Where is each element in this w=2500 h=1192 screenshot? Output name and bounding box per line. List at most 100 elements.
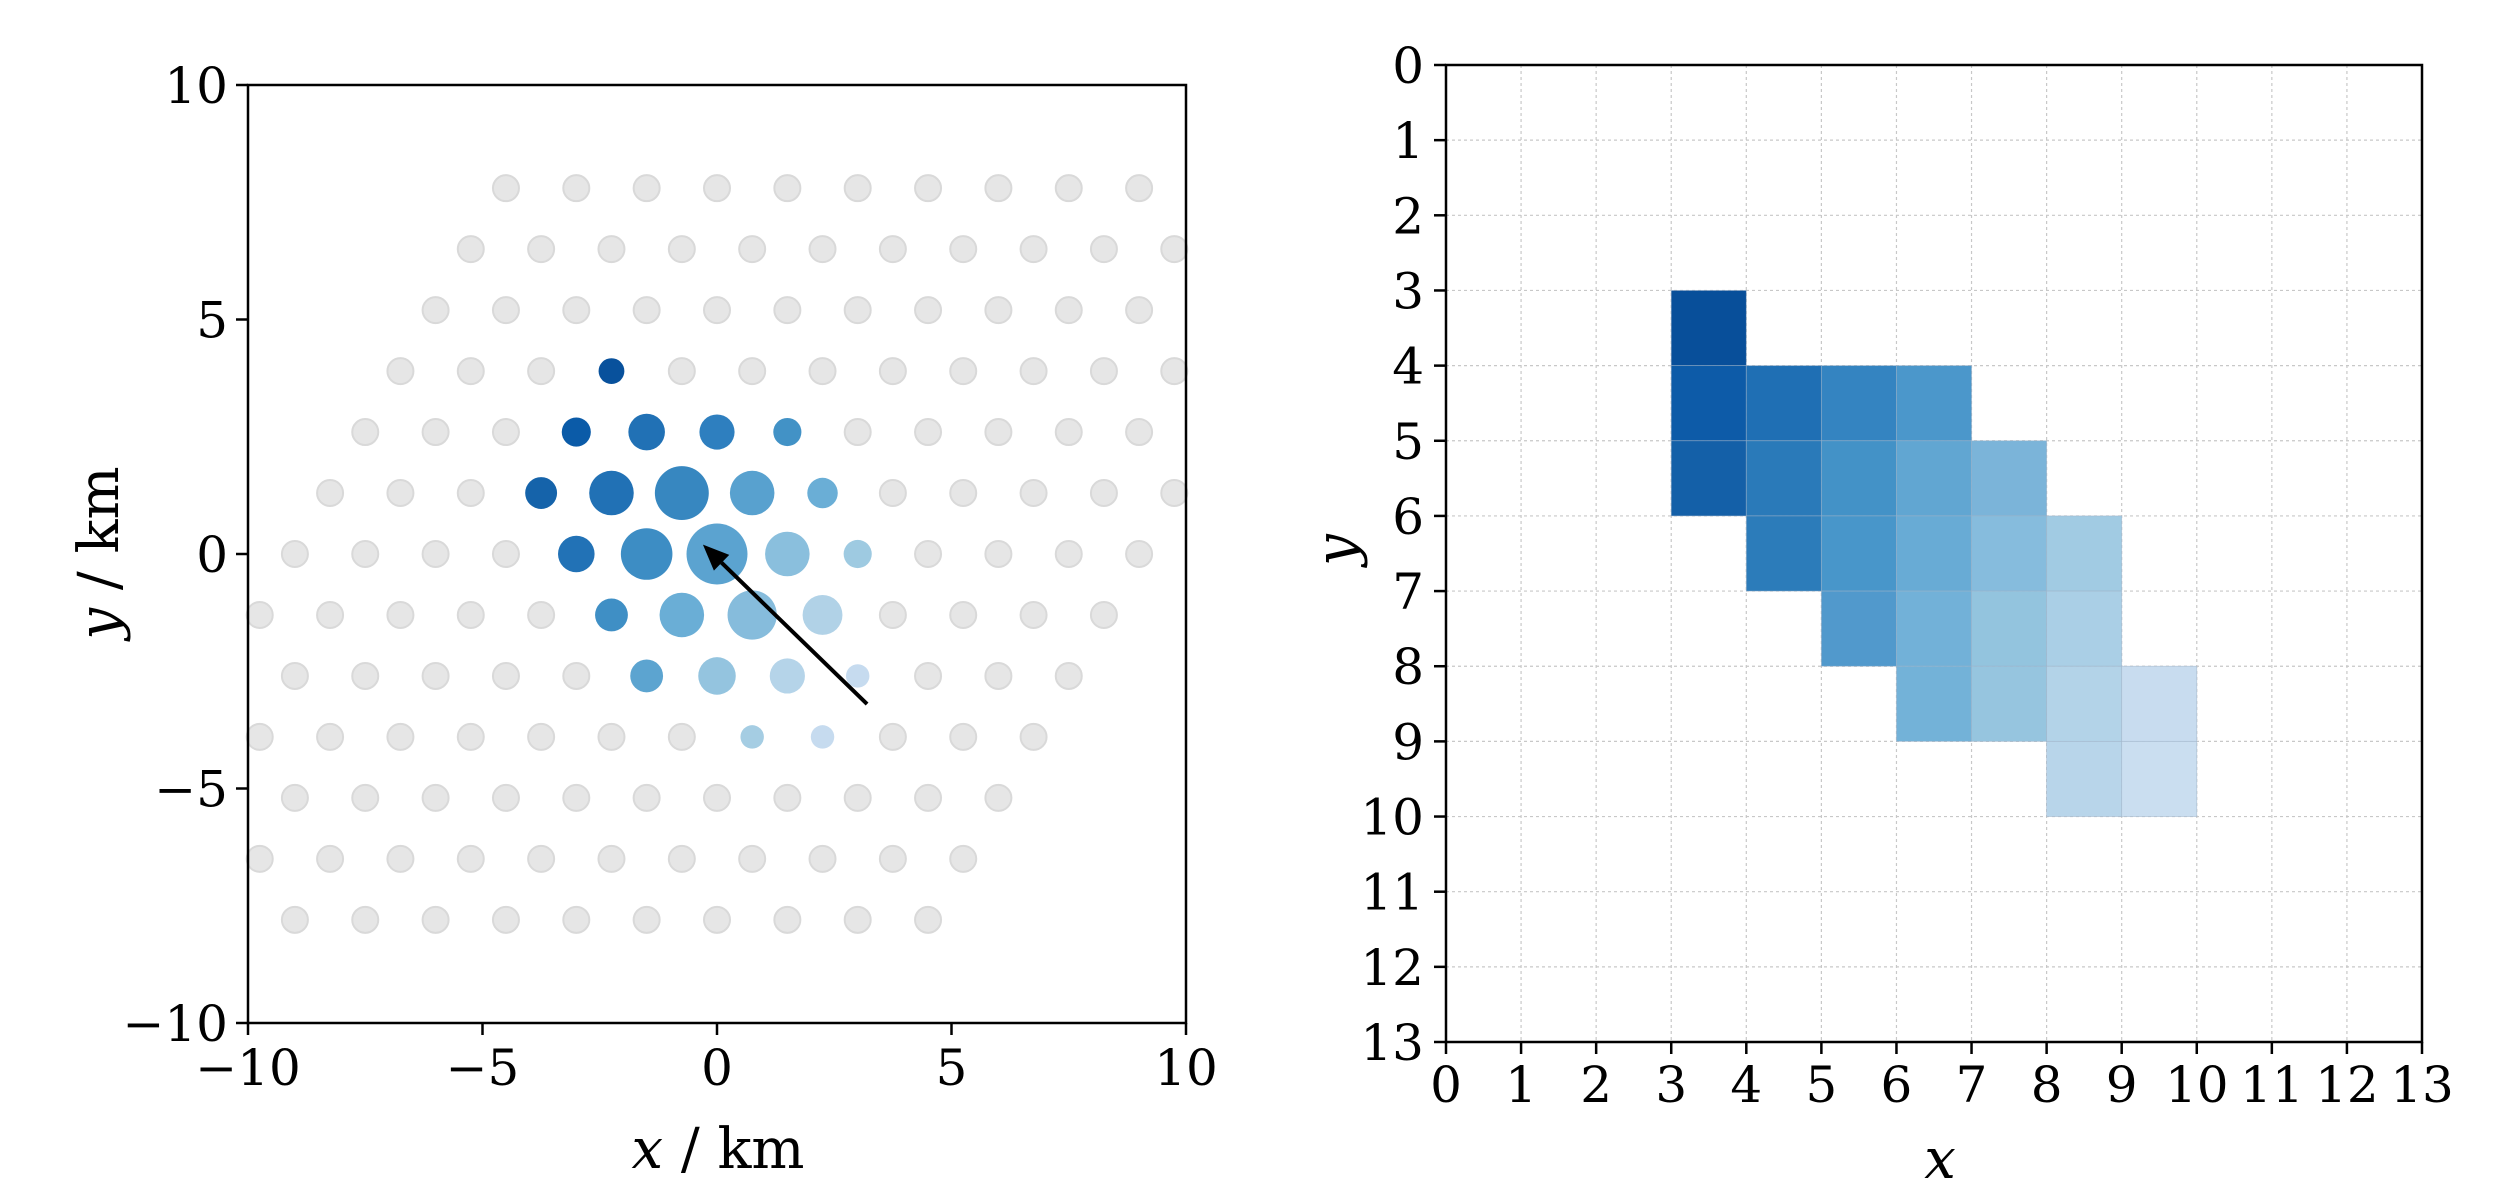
x-tick-label: 8 (2031, 1056, 2063, 1114)
inactive-point (386, 357, 415, 386)
inactive-point (632, 296, 661, 325)
inactive-point (597, 235, 626, 264)
x-tick-label: 13 (2390, 1056, 2454, 1114)
inactive-point (843, 418, 872, 447)
y-tick-label: 13 (1360, 1014, 1424, 1072)
x-tick-label: 11 (2240, 1056, 2304, 1114)
inactive-point (878, 722, 907, 751)
heatmap-cell (1971, 515, 2048, 592)
y-tick-label: 3 (1392, 262, 1424, 320)
inactive-point (316, 600, 345, 629)
inactive-point (984, 661, 1013, 690)
active-point (589, 470, 634, 516)
inactive-point (1160, 479, 1189, 508)
active-point (765, 531, 810, 577)
heatmap-cell (1820, 590, 1897, 667)
inactive-point (386, 600, 415, 629)
inactive-point (914, 783, 943, 812)
inactive-point (878, 357, 907, 386)
x-tick-label: 2 (1580, 1056, 1612, 1114)
inactive-point (491, 296, 520, 325)
inactive-point (491, 905, 520, 934)
active-point (630, 659, 664, 693)
inactive-point (456, 235, 485, 264)
inactive-point (667, 844, 696, 873)
inactive-point (808, 235, 837, 264)
inactive-point (949, 357, 978, 386)
x-tick-label: 6 (1881, 1056, 1913, 1114)
inactive-point (773, 174, 802, 203)
inactive-point (280, 661, 309, 690)
active-point (769, 658, 805, 694)
inactive-point (843, 783, 872, 812)
inactive-point (562, 661, 591, 690)
active-point (727, 590, 777, 640)
inactive-point (949, 844, 978, 873)
inactive-point (1125, 174, 1154, 203)
heatmap-cells (1670, 290, 2198, 817)
heatmap-cell (2046, 740, 2123, 817)
inactive-point (1019, 722, 1048, 751)
inactive-point (914, 661, 943, 690)
active-point (698, 657, 736, 695)
inactive-point (491, 661, 520, 690)
inactive-point (1160, 235, 1189, 264)
x-tick-label: 5 (1805, 1056, 1837, 1114)
inactive-point (984, 174, 1013, 203)
inactive-point (632, 783, 661, 812)
inactive-points (245, 174, 1189, 934)
inactive-point (280, 905, 309, 934)
inactive-point (456, 357, 485, 386)
inactive-point (1054, 540, 1083, 568)
inactive-point (949, 479, 978, 508)
active-point (802, 595, 843, 635)
inactive-point (1054, 174, 1083, 203)
heatmap-cell (2121, 665, 2198, 742)
inactive-point (491, 540, 520, 568)
y-tick-label: 10 (1360, 789, 1424, 847)
inactive-point (949, 235, 978, 264)
y-tick-label: −5 (154, 761, 228, 819)
inactive-point (667, 722, 696, 751)
heatmap-cell (2046, 515, 2123, 592)
active-point (810, 725, 835, 749)
inactive-point (949, 600, 978, 629)
inactive-point (878, 844, 907, 873)
heatmap-cell (1745, 515, 1822, 592)
active-point (525, 477, 558, 509)
inactive-point (491, 174, 520, 203)
inactive-point (703, 174, 731, 203)
heatmap-x-axis-label: x (1924, 1127, 1956, 1192)
scatter-y-ticks: −10 −5 0 5 10 (122, 57, 248, 1053)
inactive-point (562, 783, 591, 812)
active-point (843, 539, 872, 569)
inactive-point (878, 235, 907, 264)
active-point (773, 417, 802, 447)
y-tick-label: 5 (1392, 413, 1424, 471)
inactive-point (878, 600, 907, 629)
inactive-point (667, 357, 696, 386)
heatmap-cell (1745, 365, 1822, 442)
x-tick-label: 9 (2106, 1056, 2138, 1114)
inactive-point (351, 540, 380, 568)
x-tick-label: 3 (1655, 1056, 1687, 1114)
inactive-point (984, 783, 1013, 812)
inactive-point (527, 722, 556, 751)
active-point (598, 358, 625, 384)
inactive-point (421, 296, 450, 325)
inactive-point (421, 783, 450, 812)
inactive-point (984, 540, 1013, 568)
active-points (525, 358, 872, 749)
x-tick-label: 0 (701, 1039, 733, 1097)
heatmap-cell (2046, 590, 2123, 667)
y-tick-label: 5 (196, 292, 228, 350)
inactive-point (245, 722, 274, 751)
heatmap-cell (1745, 440, 1822, 517)
inactive-point (456, 722, 485, 751)
y-tick-label: 0 (1392, 37, 1424, 95)
y-tick-label: 10 (164, 57, 228, 115)
inactive-point (562, 905, 591, 934)
